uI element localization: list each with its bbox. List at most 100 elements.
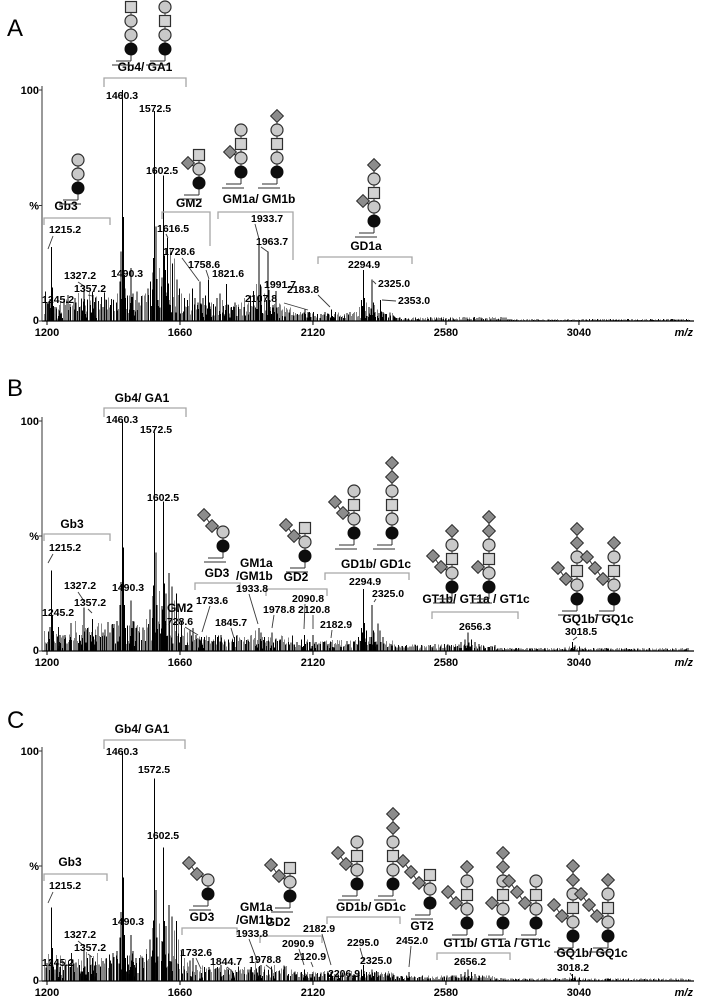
neuac-diamond-icon: [189, 866, 205, 882]
galnac-square-icon: [192, 148, 206, 162]
neuac-diamond-icon: [517, 895, 533, 911]
x-tick-label: 1660: [168, 327, 192, 339]
x-tick-label: 1200: [35, 657, 59, 669]
y-axis-label: 100: [21, 746, 39, 758]
peak-label: 1357.2: [74, 597, 106, 609]
label-leader-line: [572, 636, 578, 641]
galactose-circle-icon: [347, 512, 361, 526]
peak-label: 1215.2: [49, 224, 81, 236]
galactose-circle-icon: [283, 875, 297, 889]
glucose-circle-icon: [386, 877, 400, 891]
neuac-diamond-icon: [606, 535, 622, 551]
label-leader-line: [310, 961, 314, 968]
label-leader-line: [317, 294, 331, 308]
neuac-diamond-icon: [411, 875, 427, 891]
glycan-structure-GD1b: [327, 484, 361, 550]
galactose-circle-icon: [601, 915, 615, 929]
peak-label: 3018.5: [565, 626, 597, 638]
label-leader-line: [195, 957, 202, 970]
glycan-structure-GD3: [181, 855, 215, 911]
peak-label: 2294.9: [348, 259, 380, 271]
glucose-circle-icon: [298, 549, 312, 563]
neuac-diamond-icon: [595, 571, 611, 587]
glycan-name-label: GD3: [190, 910, 215, 924]
galactose-circle-icon: [570, 578, 584, 592]
glucose-circle-icon: [234, 165, 248, 179]
glucose-circle-icon: [201, 887, 215, 901]
neuac-diamond-icon: [403, 864, 419, 880]
peak-label: 1572.5: [138, 764, 170, 776]
neuac-diamond-icon: [501, 873, 517, 889]
galactose-circle-icon: [298, 535, 312, 549]
galactose-circle-icon: [216, 525, 230, 539]
neuac-diamond-icon: [196, 507, 212, 523]
y-axis-label: %: [29, 531, 39, 543]
glycan-name-label: Gb4/ GA1: [115, 722, 170, 736]
galactose-circle-icon: [270, 151, 284, 165]
group-bracket: [259, 935, 323, 943]
peak-label: 2295.0: [347, 937, 379, 949]
peak-label: 2120.9: [294, 951, 326, 963]
group-bracket: [217, 211, 294, 260]
peak-label: 2325.0: [360, 955, 392, 967]
glucose-circle-icon: [460, 916, 474, 930]
galnac-square-icon: [347, 498, 361, 512]
x-axis-title: m/z: [675, 657, 694, 669]
galnac-square-icon: [298, 521, 312, 535]
glycan-structure-GQ1b: [546, 858, 581, 953]
peak-label: 1602.5: [147, 492, 179, 504]
galnac-square-icon: [529, 888, 543, 902]
galactose-circle-icon: [460, 874, 474, 888]
x-tick-label: 2580: [434, 657, 458, 669]
spectrum-main-peaks: [48, 421, 575, 651]
glucose-circle-icon: [347, 526, 361, 540]
neuac-diamond-icon: [395, 853, 411, 869]
neuac-diamond-icon: [550, 560, 566, 576]
galnac-square-icon: [270, 137, 284, 151]
peak-label: 1978.8: [249, 954, 281, 966]
peak-label: 2452.0: [396, 935, 428, 947]
peak-label: 1460.3: [106, 90, 138, 102]
glycan-structure-GD1c: [374, 806, 401, 901]
galnac-square-icon: [367, 186, 381, 200]
neuac-diamond-icon: [565, 872, 581, 888]
peak-label: 2325.0: [372, 588, 404, 600]
peak-label: 1460.3: [106, 414, 138, 426]
peak-label: 1933.8: [236, 583, 268, 595]
group-bracket: [103, 77, 187, 87]
peak-label: 1572.5: [140, 424, 172, 436]
peak-label: 1845.7: [215, 617, 247, 629]
neuac-diamond-icon: [385, 806, 401, 822]
label-leader-line: [254, 223, 260, 240]
galactose-circle-icon: [350, 835, 364, 849]
neuac-diamond-icon: [433, 559, 449, 575]
glycan-structure-GT1b: [425, 523, 460, 604]
galactose-circle-icon: [445, 538, 459, 552]
glycan-name-label: GT2: [410, 919, 434, 933]
glucose-circle-icon: [570, 592, 584, 606]
glycan-name-label: GM2: [176, 196, 202, 210]
neuac-diamond-icon: [269, 108, 285, 124]
galactose-circle-icon: [385, 484, 399, 498]
glucose-circle-icon: [367, 214, 381, 228]
y-axis-label: 0: [33, 645, 39, 657]
peak-label: 1245.2: [42, 957, 74, 969]
panel-letter: C: [7, 707, 24, 734]
peak-label: 1602.5: [147, 830, 179, 842]
label-leader-line: [47, 891, 54, 904]
galnac-square-icon: [570, 564, 584, 578]
x-tick-label: 2120: [301, 987, 325, 999]
galactose-circle-icon: [482, 566, 496, 580]
galactose-circle-icon: [386, 863, 400, 877]
galactose-circle-icon: [482, 538, 496, 552]
group-bracket: [43, 533, 111, 541]
peak-label: 2120.8: [298, 604, 330, 616]
galnac-square-icon: [601, 901, 615, 915]
label-leader-line: [77, 940, 85, 947]
group-bracket: [181, 927, 238, 935]
galactose-circle-icon: [71, 167, 85, 181]
neuac-diamond-icon: [569, 521, 585, 537]
neuac-diamond-icon: [448, 895, 464, 911]
label-leader-line: [248, 938, 259, 964]
x-tick-label: 1200: [35, 327, 59, 339]
